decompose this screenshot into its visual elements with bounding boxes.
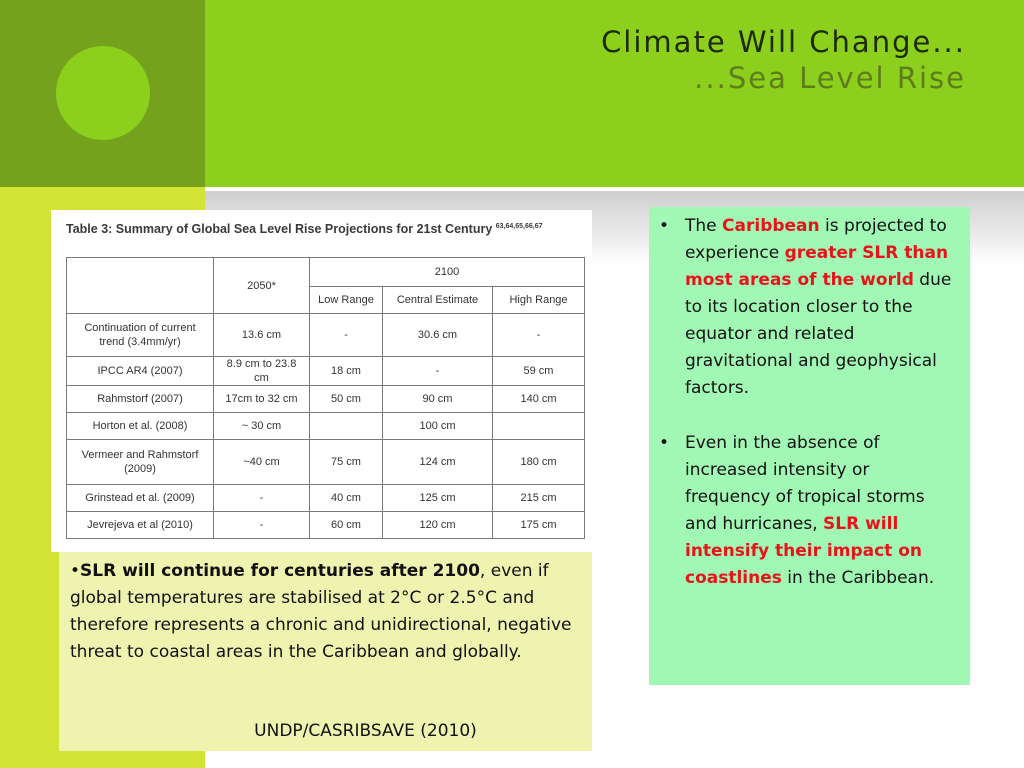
table-row: Vermeer and Rahmstorf (2009) ~40 cm 75 c…: [66, 439, 585, 485]
table-header-source: [66, 257, 214, 314]
cell-2050: 13.6 cm: [213, 313, 310, 357]
table-caption-text: Table 3: Summary of Global Sea Level Ris…: [66, 222, 493, 236]
table-header-low: Low Range: [309, 286, 383, 314]
cell-low: 50 cm: [309, 385, 383, 413]
cell-central: 125 cm: [382, 484, 493, 512]
header-divider: [205, 187, 1024, 191]
cell-2050: 17cm to 32 cm: [213, 385, 310, 413]
bullet-text: Even in the absence of increased intensi…: [685, 430, 959, 592]
bullet-text: The Caribbean is projected to experience…: [685, 213, 959, 402]
slr-note-text: •SLR will continue for centuries after 2…: [70, 558, 580, 666]
slide-title-main: Climate Will Change...: [601, 25, 966, 59]
cell-high: 140 cm: [492, 385, 585, 413]
cell-source: Horton et al. (2008): [66, 412, 214, 440]
cell-central: 90 cm: [382, 385, 493, 413]
cell-central: -: [382, 356, 493, 386]
header-title-band: [205, 0, 1024, 187]
highlight-intensify: SLR will intensify their impact on coast…: [685, 514, 923, 588]
cell-source: Continuation of current trend (3.4mm/yr): [66, 313, 214, 357]
slr-note-panel: •SLR will continue for centuries after 2…: [59, 552, 592, 751]
table-row: Grinstead et al. (2009) - 40 cm 125 cm 2…: [66, 484, 585, 512]
table-header-high: High Range: [492, 286, 585, 314]
note-rest: , even if global temperatures are stabil…: [70, 561, 572, 662]
table-header-central: Central Estimate: [382, 286, 493, 314]
table-row: Jevrejeva et al (2010) - 60 cm 120 cm 17…: [66, 511, 585, 539]
note-bold-lead: SLR will continue for centuries after 21…: [80, 561, 480, 581]
table-caption-refs: 63,64,65,66,67: [495, 222, 543, 230]
cell-high: 180 cm: [492, 439, 585, 485]
cell-source: Jevrejeva et al (2010): [66, 511, 214, 539]
highlight-caribbean: Caribbean: [722, 216, 820, 236]
table-header-2100: 2100: [309, 257, 585, 287]
highlight-greater-slr: greater SLR than most areas of the world: [685, 243, 949, 290]
table-caption: Table 3: Summary of Global Sea Level Ris…: [66, 222, 543, 236]
cell-high: 215 cm: [492, 484, 585, 512]
note-source: UNDP/CASRIBSAVE (2010): [254, 721, 477, 741]
bullet-text-part: due to its location closer to the equato…: [685, 270, 952, 398]
cell-central: 100 cm: [382, 412, 493, 440]
bullet-text-part: Even in the absence of increased intensi…: [685, 433, 925, 534]
table-row: Horton et al. (2008) ~ 30 cm 100 cm: [66, 412, 585, 440]
slide-title-sub: ...Sea Level Rise: [694, 61, 966, 95]
bullet-text-part: in the Caribbean.: [781, 568, 935, 588]
header-dark-block: [0, 0, 205, 187]
cell-source: Rahmstorf (2007): [66, 385, 214, 413]
decorative-circle: [56, 46, 150, 140]
bullet-marker: •: [659, 216, 670, 236]
cell-high: 175 cm: [492, 511, 585, 539]
bullet-text-part: The: [685, 216, 723, 236]
caribbean-bullets-panel: • The Caribbean is projected to experien…: [649, 207, 970, 685]
cell-2050: ~40 cm: [213, 439, 310, 485]
cell-2050: -: [213, 484, 310, 512]
cell-high: 59 cm: [492, 356, 585, 386]
cell-low: 18 cm: [309, 356, 383, 386]
cell-central: 120 cm: [382, 511, 493, 539]
cell-2050: ~ 30 cm: [213, 412, 310, 440]
cell-high: [492, 412, 585, 440]
cell-low: 40 cm: [309, 484, 383, 512]
table-row: IPCC AR4 (2007) 8.9 cm to 23.8 cm 18 cm …: [66, 356, 585, 386]
table-subheader-row: Low Range Central Estimate High Range: [67, 286, 585, 314]
table-row: Rahmstorf (2007) 17cm to 32 cm 50 cm 90 …: [66, 385, 585, 413]
bullet-text-part: is projected to experience: [685, 216, 947, 263]
table-header-2050: 2050*: [213, 257, 310, 314]
note-bullet: •: [70, 561, 81, 581]
cell-2050: 8.9 cm to 23.8 cm: [213, 356, 310, 386]
slide-title: Climate Will Change... ...Sea Level Rise: [601, 24, 966, 96]
table-image-panel: Table 3: Summary of Global Sea Level Ris…: [51, 210, 592, 552]
cell-low: 60 cm: [309, 511, 383, 539]
cell-source: Vermeer and Rahmstorf (2009): [66, 439, 214, 485]
cell-central: 30.6 cm: [382, 313, 493, 357]
table-row: Continuation of current trend (3.4mm/yr)…: [66, 313, 585, 357]
cell-low: 75 cm: [309, 439, 383, 485]
cell-source: Grinstead et al. (2009): [66, 484, 214, 512]
sea-level-table: 2050* 2100 Low Range Central Estimate Hi…: [66, 257, 585, 539]
cell-high: -: [492, 313, 585, 357]
cell-low: -: [309, 313, 383, 357]
bullet-item-storms: • Even in the absence of increased inten…: [659, 430, 959, 592]
cell-2050: -: [213, 511, 310, 539]
cell-source: IPCC AR4 (2007): [66, 356, 214, 386]
table-header-row: 2050* 2100: [66, 257, 585, 314]
bullet-marker: •: [659, 433, 670, 453]
bullet-item-caribbean: • The Caribbean is projected to experien…: [659, 213, 959, 402]
cell-low: [309, 412, 383, 440]
cell-central: 124 cm: [382, 439, 493, 485]
